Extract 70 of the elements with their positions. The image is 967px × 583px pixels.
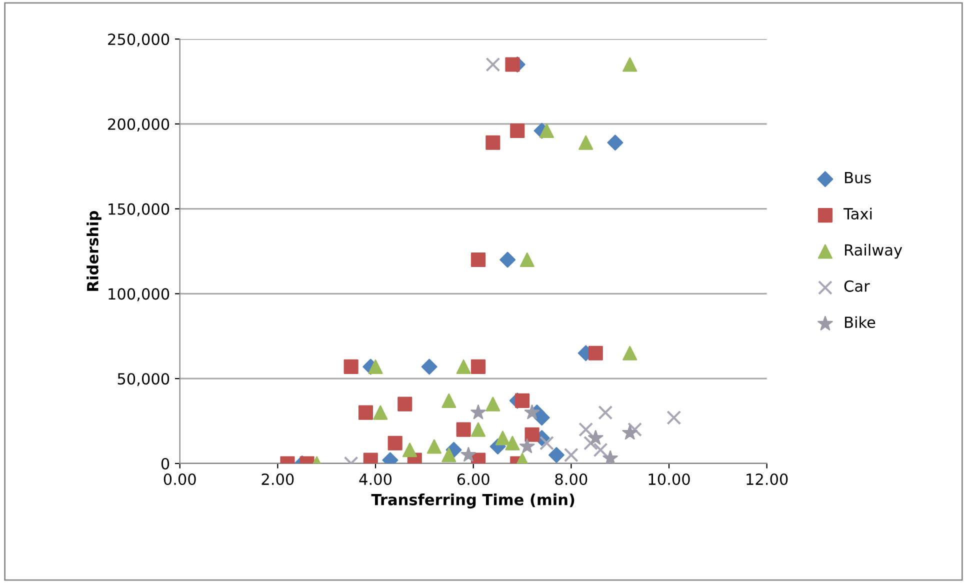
point [524,427,540,442]
point [588,430,604,445]
point [368,359,383,374]
x-tick-label: 6.00 [457,473,490,486]
point [548,447,564,463]
point [598,405,613,420]
point [622,57,638,72]
point [539,436,554,450]
point [666,410,682,425]
point [520,252,534,268]
point [578,135,594,150]
point [486,396,500,412]
x-axis-title: Transferring Time (min) [371,494,574,508]
point [602,450,618,464]
point [470,359,486,374]
x-tick-label: 0.00 [164,473,196,486]
legend-label: Bus [845,172,871,184]
point [520,438,535,454]
x-tick-label: 2.00 [262,473,294,486]
x-tick-label: 10.00 [648,473,690,486]
point [510,123,525,138]
point [421,358,438,375]
point [470,404,486,420]
point [460,447,476,462]
legend-label: Taxi [843,208,872,220]
y-tick-label: 50,000 [118,373,170,386]
point [486,57,500,72]
y-tick-label: 0 [161,458,170,470]
point [607,134,624,151]
y-axis-title: Ridership [86,210,102,291]
point [622,346,638,360]
point [505,436,520,450]
point [470,422,486,437]
point [539,123,554,138]
x-tick-label: 8.00 [555,473,588,486]
y-tick-label: 150,000 [108,203,170,216]
point [500,252,516,268]
point [524,404,540,420]
point [344,359,358,374]
point [470,252,486,268]
x-tick-label: 4.00 [359,473,392,486]
point [358,405,374,420]
point [588,346,603,360]
point [442,393,456,408]
point [593,442,608,458]
y-tick-label: 100,000 [108,288,170,302]
legend-label: Car [844,280,870,292]
point [388,436,402,450]
y-tick-label: 200,000 [108,118,170,132]
point [398,396,412,412]
point [583,436,598,450]
point [564,448,578,462]
legend-label: Bike [845,316,876,328]
y-tick-label: 250,000 [108,34,170,47]
point [495,430,510,446]
point [442,448,456,462]
point [402,442,418,458]
point [622,424,638,440]
point [578,422,594,437]
point [628,422,642,437]
point [456,422,471,437]
point [505,57,520,72]
point [534,410,550,426]
legend-label: Railway [845,244,902,259]
point [514,393,530,408]
point [426,439,442,454]
point [486,135,500,150]
point [373,405,388,420]
x-tick-label: 12.00 [746,473,788,486]
point [456,359,471,374]
